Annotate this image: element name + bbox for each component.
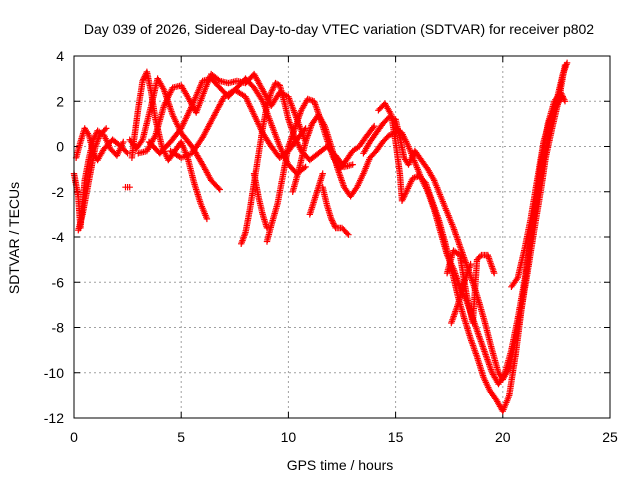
y-tick-label: 2 <box>56 93 64 109</box>
x-axis-label: GPS time / hours <box>287 457 394 473</box>
data-series <box>122 184 133 191</box>
x-tick-label: 15 <box>388 429 404 445</box>
series-plus-markers <box>75 125 110 234</box>
series-plus-markers <box>508 93 566 290</box>
y-tick-label: 4 <box>56 48 64 64</box>
data-marks <box>70 59 571 415</box>
data-series <box>508 93 566 290</box>
data-series <box>72 125 131 164</box>
y-tick-label: -8 <box>52 320 65 336</box>
x-tick-label: 20 <box>495 429 511 445</box>
chart-title: Day 039 of 2026, Sidereal Day-to-day VTE… <box>84 21 594 37</box>
data-series <box>75 125 110 234</box>
data-series <box>289 111 399 200</box>
series-plus-markers <box>289 111 399 200</box>
y-tick-label: -10 <box>44 365 64 381</box>
data-series <box>392 59 571 388</box>
plot-frame <box>73 55 611 419</box>
series-plus-markers <box>72 125 131 164</box>
data-series <box>250 170 271 232</box>
x-tick-label: 5 <box>177 429 185 445</box>
y-tick-label: -2 <box>52 184 65 200</box>
series-plus-markers <box>306 170 326 218</box>
y-tick-label: -4 <box>52 229 65 245</box>
series-plus-markers <box>122 184 133 191</box>
series-plus-markers <box>443 247 498 327</box>
series-plus-markers <box>319 184 352 238</box>
data-series <box>443 247 498 327</box>
data-series <box>319 184 352 238</box>
series-plus-markers <box>250 170 271 232</box>
y-axis-label: SDTVAR / TECUs <box>6 182 22 294</box>
y-tick-label: -12 <box>44 410 64 426</box>
x-tick-label: 10 <box>281 429 297 445</box>
y-tick-label: 0 <box>56 139 64 155</box>
x-tick-label: 0 <box>70 429 78 445</box>
series-plus-markers <box>392 59 571 388</box>
series-plus-markers <box>448 260 474 327</box>
data-series <box>448 260 474 327</box>
data-series <box>306 170 326 218</box>
x-tick-label: 25 <box>602 429 618 445</box>
y-tick-label: -6 <box>52 274 65 290</box>
